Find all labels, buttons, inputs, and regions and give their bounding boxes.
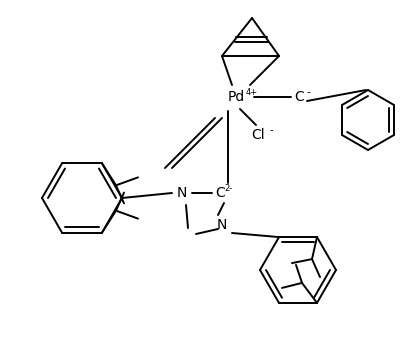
Text: N: N [177, 186, 187, 200]
Text: 2-: 2- [225, 184, 233, 193]
Text: -: - [269, 125, 273, 135]
Text: N: N [217, 218, 227, 232]
Text: -: - [306, 87, 310, 97]
Text: C: C [294, 90, 304, 104]
Text: Pd: Pd [227, 90, 245, 104]
Text: 4+: 4+ [246, 87, 258, 97]
Text: C: C [215, 186, 225, 200]
Text: Cl: Cl [251, 128, 265, 142]
